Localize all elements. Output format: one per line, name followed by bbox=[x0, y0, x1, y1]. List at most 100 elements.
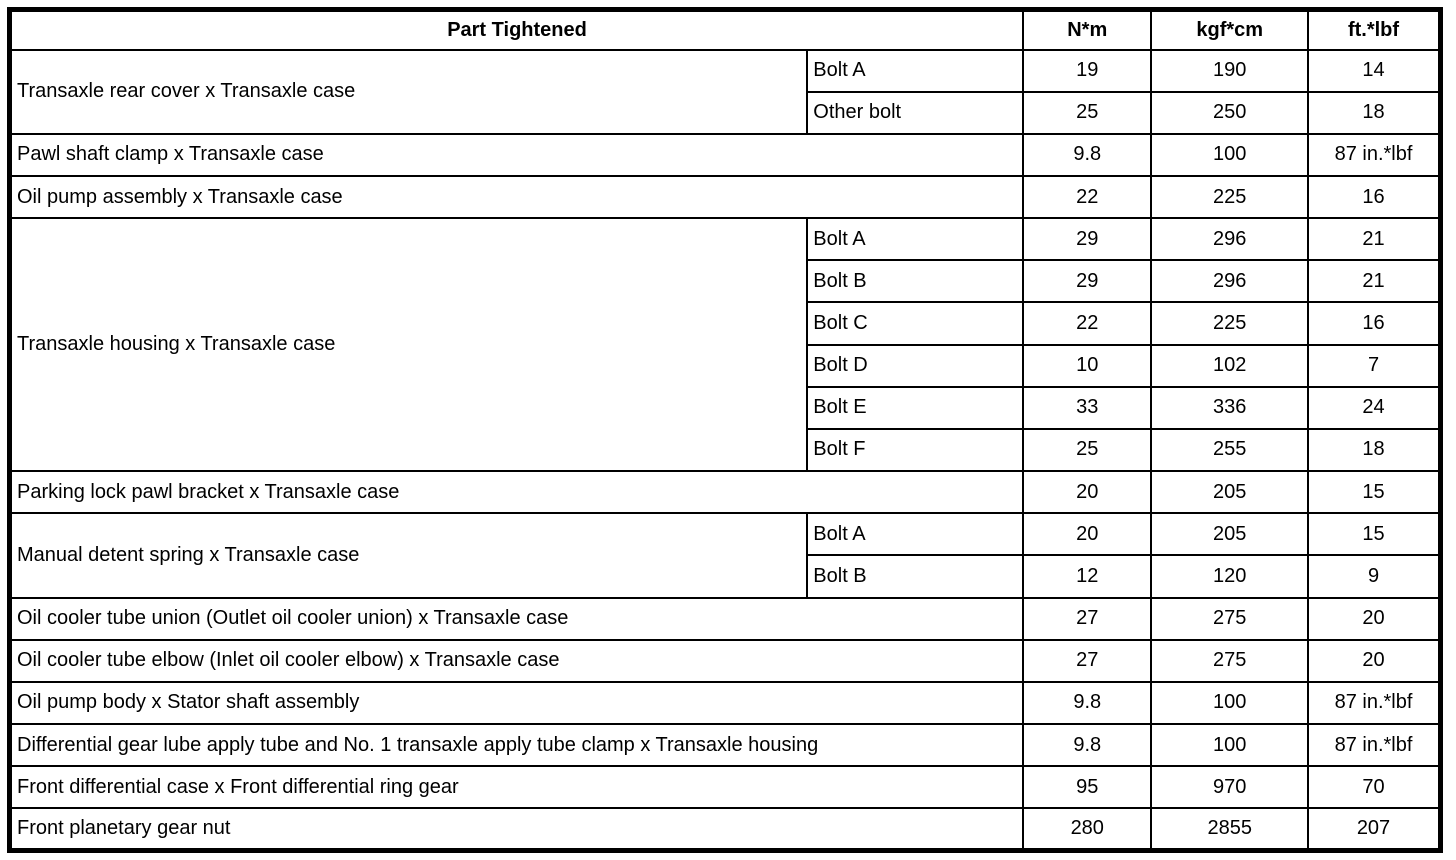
ftlbf-value-cell: 207 bbox=[1307, 807, 1442, 852]
kgfcm-value-cell: 205 bbox=[1150, 512, 1310, 557]
nm-value-cell: 22 bbox=[1022, 301, 1153, 346]
part-name-cell: Front differential case x Front differen… bbox=[8, 765, 1025, 810]
nm-value-cell: 20 bbox=[1022, 512, 1153, 557]
kgfcm-value-cell: 255 bbox=[1150, 427, 1310, 473]
table-row: Manual detent spring x Transaxle case Bol… bbox=[8, 512, 1442, 599]
ftlbf-value-cell: 7 bbox=[1307, 343, 1442, 388]
part-name-cell: Oil pump body x Stator shaft assembly bbox=[8, 680, 1025, 726]
ftlbf-value-cell: 16 bbox=[1307, 301, 1442, 346]
nm-value-cell: 25 bbox=[1022, 427, 1153, 473]
nm-value-cell: 19 bbox=[1022, 48, 1153, 93]
bolt-label-cell: Bolt E bbox=[806, 385, 1025, 430]
table-row: Oil cooler tube elbow (Inlet oil cooler … bbox=[8, 638, 1442, 683]
ftlbf-value-cell: 9 bbox=[1307, 554, 1442, 599]
bolt-label-cell: Bolt B bbox=[806, 259, 1025, 304]
kgfcm-value-cell: 275 bbox=[1150, 596, 1310, 641]
part-name-cell: Oil pump assembly x Transaxle case bbox=[8, 174, 1025, 220]
bolt-label-cell: Bolt A bbox=[806, 217, 1025, 262]
bolt-label-cell: Bolt F bbox=[806, 427, 1025, 473]
table-row: Oil pump body x Stator shaft assembly 9.8… bbox=[8, 680, 1442, 726]
table-row: Transaxle housing x Transaxle case Bolt A… bbox=[8, 217, 1442, 473]
ftlbf-value-cell: 15 bbox=[1307, 470, 1442, 515]
table-row: Transaxle rear cover x Transaxle case Bol… bbox=[8, 48, 1442, 135]
nm-value-cell: 280 bbox=[1022, 807, 1153, 852]
kgfcm-value-cell: 296 bbox=[1150, 217, 1310, 262]
ftlbf-value-cell: 21 bbox=[1307, 217, 1442, 262]
bolt-label-cell: Other bolt bbox=[806, 90, 1025, 135]
kgfcm-value-cell: 102 bbox=[1150, 343, 1310, 388]
column-header-part-tightened: Part Tightened bbox=[8, 8, 1025, 51]
part-name-cell: Transaxle rear cover x Transaxle case bbox=[8, 48, 809, 135]
kgfcm-value-cell: 2855 bbox=[1150, 807, 1310, 852]
ftlbf-value-cell: 20 bbox=[1307, 638, 1442, 683]
table-row: Parking lock pawl bracket x Transaxle ca… bbox=[8, 470, 1442, 515]
column-header-kgfcm: kgf*cm bbox=[1150, 8, 1310, 51]
column-header-nm: N*m bbox=[1022, 8, 1153, 51]
part-name-cell: Differential gear lube apply tube and No… bbox=[8, 722, 1025, 768]
ftlbf-value-cell: 16 bbox=[1307, 174, 1442, 220]
table-row: Front differential case x Front differen… bbox=[8, 765, 1442, 810]
bolt-label-cell: Bolt A bbox=[806, 48, 1025, 93]
table-row: Bolt B 29 296 21 bbox=[10, 259, 1442, 304]
part-name-cell: Pawl shaft clamp x Transaxle case bbox=[8, 132, 1025, 177]
nm-value-cell: 29 bbox=[1022, 259, 1153, 304]
kgfcm-value-cell: 296 bbox=[1150, 259, 1310, 304]
kgfcm-value-cell: 120 bbox=[1150, 554, 1310, 599]
ftlbf-value-cell: 87 in.*lbf bbox=[1307, 722, 1442, 768]
nm-value-cell: 27 bbox=[1022, 596, 1153, 641]
nm-value-cell: 9.8 bbox=[1022, 680, 1153, 726]
kgfcm-value-cell: 225 bbox=[1150, 301, 1310, 346]
bolt-label-cell: Bolt D bbox=[806, 343, 1025, 388]
part-name-cell: Front planetary gear nut bbox=[8, 807, 1025, 852]
nm-value-cell: 29 bbox=[1022, 217, 1153, 262]
table-body: Transaxle rear cover x Transaxle case Bol… bbox=[8, 48, 1442, 852]
bolt-label-cell: Bolt A bbox=[806, 512, 1025, 557]
nm-value-cell: 9.8 bbox=[1022, 132, 1153, 177]
nm-value-cell: 10 bbox=[1022, 343, 1153, 388]
nm-value-cell: 95 bbox=[1022, 765, 1153, 810]
kgfcm-value-cell: 250 bbox=[1150, 90, 1310, 135]
ftlbf-value-cell: 20 bbox=[1307, 596, 1442, 641]
part-name-cell: Transaxle housing x Transaxle case bbox=[8, 217, 809, 473]
table-row: Bolt E 33 336 24 bbox=[10, 385, 1442, 430]
nm-value-cell: 33 bbox=[1022, 385, 1153, 430]
ftlbf-value-cell: 87 in.*lbf bbox=[1307, 132, 1442, 177]
table-row: Bolt F 25 255 18 bbox=[10, 427, 1442, 473]
nm-value-cell: 12 bbox=[1022, 554, 1153, 599]
nm-value-cell: 22 bbox=[1022, 174, 1153, 220]
part-name-cell: Oil cooler tube elbow (Inlet oil cooler … bbox=[8, 638, 1025, 683]
table-row: Oil cooler tube union (Outlet oil cooler… bbox=[8, 596, 1442, 641]
ftlbf-value-cell: 15 bbox=[1307, 512, 1442, 557]
kgfcm-value-cell: 100 bbox=[1150, 680, 1310, 726]
bolt-label-cell: Bolt B bbox=[806, 554, 1025, 599]
table-row: Bolt B 12 120 9 bbox=[10, 554, 1442, 599]
nm-value-cell: 25 bbox=[1022, 90, 1153, 135]
ftlbf-value-cell: 14 bbox=[1307, 48, 1442, 93]
ftlbf-value-cell: 21 bbox=[1307, 259, 1442, 304]
kgfcm-value-cell: 100 bbox=[1150, 132, 1310, 177]
ftlbf-value-cell: 70 bbox=[1307, 765, 1442, 810]
column-header-ftlbf: ft.*lbf bbox=[1307, 8, 1442, 51]
table-row: Bolt C 22 225 16 bbox=[10, 301, 1442, 346]
ftlbf-value-cell: 24 bbox=[1307, 385, 1442, 430]
nm-value-cell: 9.8 bbox=[1022, 722, 1153, 768]
ftlbf-value-cell: 87 in.*lbf bbox=[1307, 680, 1442, 726]
part-name-cell: Manual detent spring x Transaxle case bbox=[8, 512, 809, 599]
kgfcm-value-cell: 336 bbox=[1150, 385, 1310, 430]
nm-value-cell: 20 bbox=[1022, 470, 1153, 515]
ftlbf-value-cell: 18 bbox=[1307, 427, 1442, 473]
table-row: Differential gear lube apply tube and No… bbox=[8, 722, 1442, 768]
kgfcm-value-cell: 100 bbox=[1150, 722, 1310, 768]
table-row: Oil pump assembly x Transaxle case 22 225 1… bbox=[8, 174, 1442, 220]
part-name-cell: Parking lock pawl bracket x Transaxle ca… bbox=[8, 470, 1025, 515]
bolt-label-cell: Bolt C bbox=[806, 301, 1025, 346]
table-row: Bolt D 10 102 7 bbox=[10, 343, 1442, 388]
torque-spec-table: Part Tightened N*m kgf*cm ft.*lbf Transa… bbox=[7, 7, 1443, 853]
kgfcm-value-cell: 190 bbox=[1150, 48, 1310, 93]
kgfcm-value-cell: 970 bbox=[1150, 765, 1310, 810]
part-name-cell: Oil cooler tube union (Outlet oil cooler… bbox=[8, 596, 1025, 641]
table-row: Front planetary gear nut 280 2855 207 bbox=[8, 807, 1442, 852]
kgfcm-value-cell: 225 bbox=[1150, 174, 1310, 220]
table-row: Pawl shaft clamp x Transaxle case 9.8 100 8… bbox=[8, 132, 1442, 177]
